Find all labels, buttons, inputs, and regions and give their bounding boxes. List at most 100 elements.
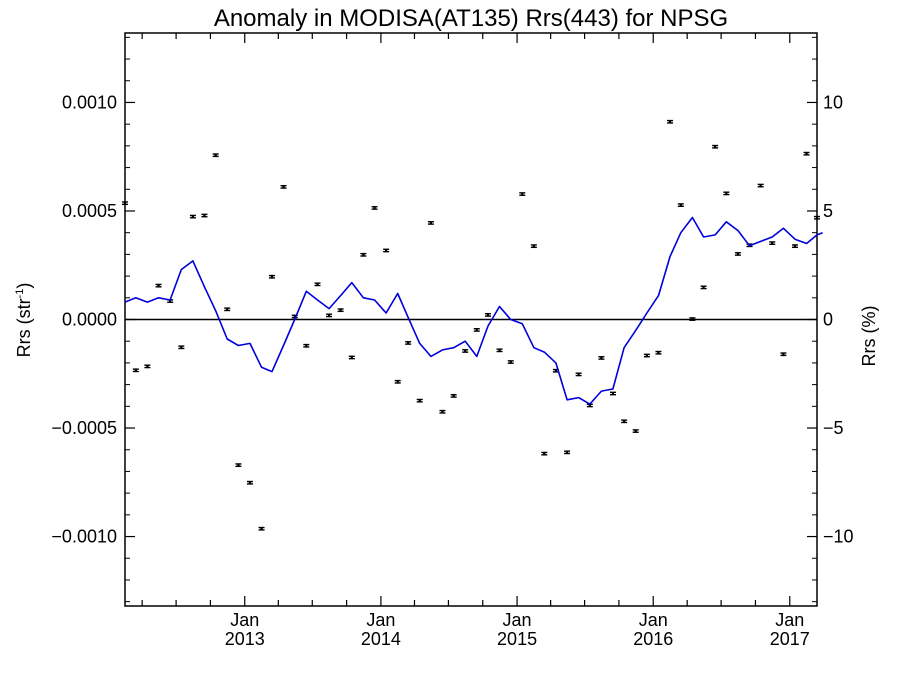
point-marker: [327, 314, 331, 317]
point-marker: [237, 463, 240, 467]
data-point: [609, 391, 616, 396]
point-marker: [123, 201, 127, 205]
y2-tick-label: 10: [823, 92, 843, 112]
plot-area: [122, 32, 823, 607]
data-point: [791, 244, 798, 249]
point-marker: [406, 341, 410, 345]
point-marker: [498, 349, 501, 352]
point-marker: [657, 351, 660, 354]
data-point: [303, 343, 310, 348]
data-point: [450, 394, 457, 398]
point-marker: [350, 356, 354, 359]
data-point: [371, 206, 378, 210]
data-point: [564, 450, 571, 455]
data-point: [235, 463, 242, 468]
data-point: [541, 451, 548, 456]
data-point: [723, 191, 730, 196]
data-point: [178, 345, 185, 350]
data-point: [621, 419, 628, 424]
data-point: [598, 356, 605, 360]
y2-tick-label: −5: [823, 418, 844, 438]
data-point: [632, 429, 639, 433]
point-marker: [805, 152, 808, 155]
y-axis-label-close: ): [14, 283, 34, 289]
y-axis-label-sup: -1: [14, 289, 26, 299]
data-point: [769, 241, 776, 245]
anomaly-points: [122, 119, 820, 531]
x-tick-month-label: Jan: [503, 610, 532, 630]
point-marker: [373, 206, 376, 210]
point-marker: [146, 365, 149, 368]
point-marker: [384, 249, 388, 252]
point-marker: [214, 153, 217, 157]
point-marker: [270, 275, 274, 278]
point-marker: [509, 360, 512, 364]
y-axis-label-main: Rrs (str: [14, 298, 34, 357]
x-tick-month-label: Jan: [639, 610, 668, 630]
point-marker: [191, 215, 195, 218]
data-point: [314, 282, 321, 287]
point-marker: [611, 392, 615, 395]
anomaly-line: [124, 216, 823, 405]
x-tick-month-label: Jan: [775, 610, 804, 630]
data-point: [246, 480, 253, 485]
y2-tick-label: 0: [823, 310, 833, 330]
data-point: [132, 368, 139, 373]
y2-tick-label: −10: [823, 527, 854, 547]
data-point: [473, 328, 480, 332]
point-marker: [396, 380, 399, 383]
x-tick-year-label: 2013: [225, 629, 265, 649]
y-tick-label: 0.0000: [62, 310, 117, 330]
point-marker: [771, 241, 774, 245]
data-point: [575, 372, 582, 377]
point-marker: [600, 356, 603, 360]
y-axis-label: Rrs (str-1): [14, 283, 34, 358]
data-point: [326, 313, 333, 318]
point-marker: [248, 481, 252, 484]
point-marker: [305, 344, 308, 347]
x-tick-year-label: 2017: [770, 629, 810, 649]
point-marker: [441, 410, 444, 413]
data-point: [201, 213, 208, 218]
x-tick-year-label: 2016: [633, 629, 673, 649]
point-marker: [577, 373, 580, 376]
point-marker: [180, 346, 183, 349]
point-marker: [429, 221, 433, 225]
point-marker: [452, 394, 455, 398]
data-point: [122, 201, 128, 206]
point-marker: [418, 399, 421, 402]
point-marker: [203, 214, 206, 217]
point-marker: [622, 420, 626, 423]
point-marker: [157, 284, 160, 287]
point-marker: [464, 349, 467, 353]
point-marker: [543, 452, 546, 455]
data-point: [258, 526, 265, 531]
x-tick-month-label: Jan: [366, 610, 395, 630]
data-point: [405, 341, 412, 345]
point-marker: [668, 120, 672, 123]
point-marker: [588, 404, 592, 407]
axis-ticks: [125, 33, 817, 606]
data-point: [712, 144, 719, 149]
data-point: [803, 151, 810, 156]
data-point: [780, 352, 787, 357]
chart-title: Anomaly in MODISA(AT135) Rrs(443) for NP…: [214, 5, 728, 32]
data-point: [360, 252, 367, 257]
point-marker: [339, 308, 342, 312]
data-point: [337, 308, 344, 313]
data-point: [462, 349, 469, 353]
data-point: [643, 353, 650, 358]
data-point: [507, 360, 514, 364]
data-point: [144, 364, 151, 369]
point-marker: [713, 145, 717, 148]
data-point: [155, 283, 162, 288]
data-point: [212, 153, 219, 158]
point-marker: [815, 216, 819, 219]
y-tick-label: −0.0005: [51, 418, 117, 438]
point-marker: [226, 308, 229, 311]
y2-axis-label: Rrs (%): [859, 306, 879, 367]
y-tick-labels: −0.0010 −0.0005 0.0000 0.0005 0.0010: [51, 92, 117, 546]
point-marker: [532, 244, 536, 248]
point-marker: [486, 313, 490, 317]
